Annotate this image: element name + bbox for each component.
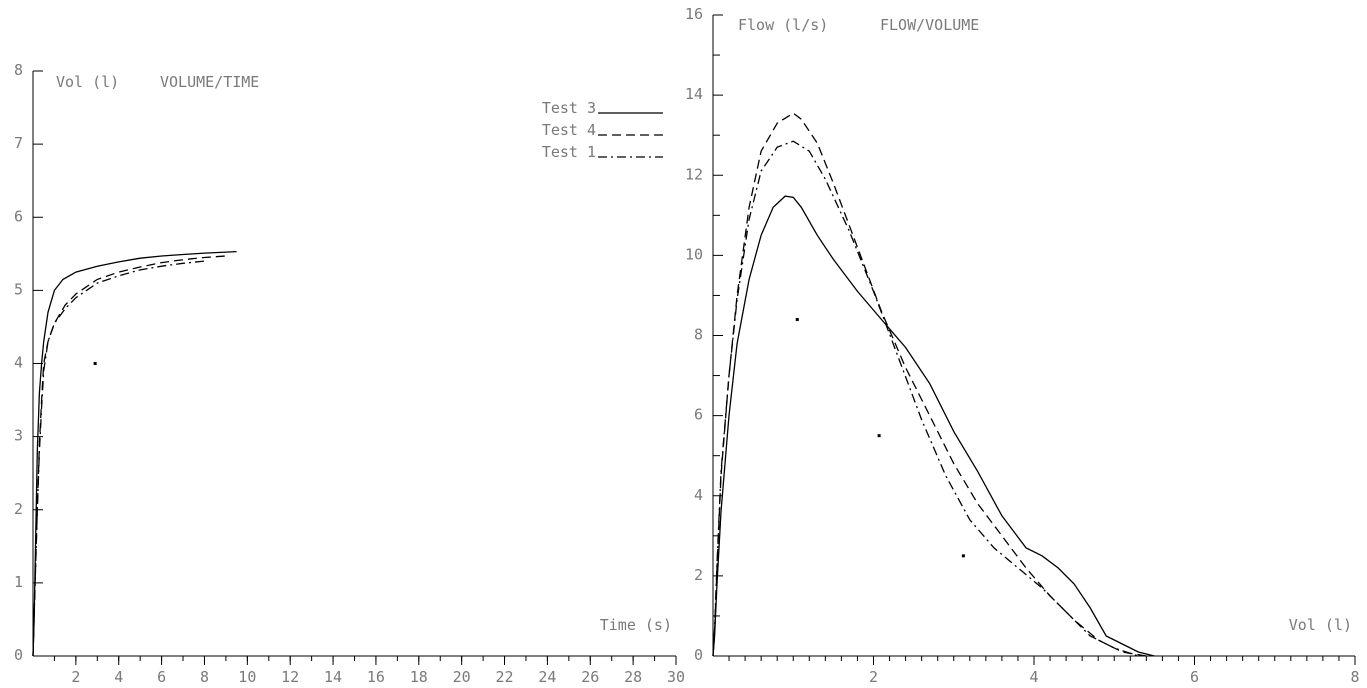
y-tick-label: 0 — [14, 646, 23, 664]
y-tick-label: 8 — [694, 326, 703, 344]
y-tick-label: 0 — [694, 646, 703, 664]
data-point — [961, 554, 965, 558]
y-tick-label: 14 — [685, 85, 703, 103]
x-tick-label: 2 — [869, 668, 878, 686]
chart-title: VOLUME/TIME — [160, 73, 259, 91]
series-test-4 — [712, 112, 1147, 657]
legend-label: Test 4 — [542, 121, 596, 139]
y-tick-label: 4 — [14, 354, 23, 372]
data-point — [93, 362, 97, 365]
series-test-3 — [712, 195, 1155, 657]
y-tick-label: 2 — [694, 566, 703, 584]
x-tick-label: 16 — [367, 668, 385, 686]
x-tick-label: 10 — [238, 668, 256, 686]
x-axis-label: Vol (l) — [1289, 616, 1352, 634]
x-tick-label: 4 — [1029, 668, 1038, 686]
series-test-1 — [32, 260, 205, 657]
x-tick-label: 14 — [324, 668, 342, 686]
x-tick-label: 22 — [496, 668, 514, 686]
x-tick-label: 26 — [581, 668, 599, 686]
x-tick-label: 20 — [453, 668, 471, 686]
series-test-1 — [712, 140, 1139, 657]
flow-volume-chart: 2 4 6 8 0 2 4 6 8 10 12 14 16 Flow (l/s) FLOW/VOLUME Vo… — [685, 5, 1360, 686]
y-tick-label: 12 — [685, 165, 703, 183]
y-tick-label: 6 — [14, 207, 23, 225]
series-test-3 — [32, 250, 237, 657]
y-axis-label: Vol (l) — [56, 73, 119, 91]
y-tick-label: 1 — [14, 573, 23, 591]
y-tick-label: 5 — [14, 280, 23, 298]
legend-label: Test 1 — [542, 143, 596, 161]
y-tick-label: 4 — [694, 486, 703, 504]
y-tick-label: 8 — [14, 61, 23, 79]
x-tick-label: 12 — [281, 668, 299, 686]
x-axis-label: Time (s) — [600, 616, 672, 634]
data-point — [877, 434, 881, 438]
y-tick-label: 7 — [14, 134, 23, 152]
x-tick-label: 6 — [157, 668, 166, 686]
x-tick-label: 30 — [667, 668, 685, 686]
legend: Test 3 Test 4 Test 1 — [542, 99, 663, 161]
y-tick-label: 3 — [14, 427, 23, 445]
x-tick-label: 6 — [1190, 668, 1199, 686]
x-tick-label: 4 — [114, 668, 123, 686]
series-test-4 — [32, 255, 226, 657]
legend-label: Test 3 — [542, 99, 596, 117]
x-tick-label: 2 — [71, 668, 80, 686]
x-tick-label: 8 — [1350, 668, 1359, 686]
x-tick-label: 8 — [200, 668, 209, 686]
x-tick-label: 18 — [410, 668, 428, 686]
y-tick-label: 10 — [685, 245, 703, 263]
data-point — [795, 317, 799, 321]
y-tick-label: 2 — [14, 500, 23, 518]
y-tick-label: 6 — [694, 406, 703, 424]
chart-title: FLOW/VOLUME — [880, 16, 979, 34]
y-tick-label: 16 — [685, 5, 703, 23]
x-tick-label: 28 — [624, 668, 642, 686]
y-axis-label: Flow (l/s) — [738, 16, 828, 34]
x-tick-label: 24 — [538, 668, 556, 686]
